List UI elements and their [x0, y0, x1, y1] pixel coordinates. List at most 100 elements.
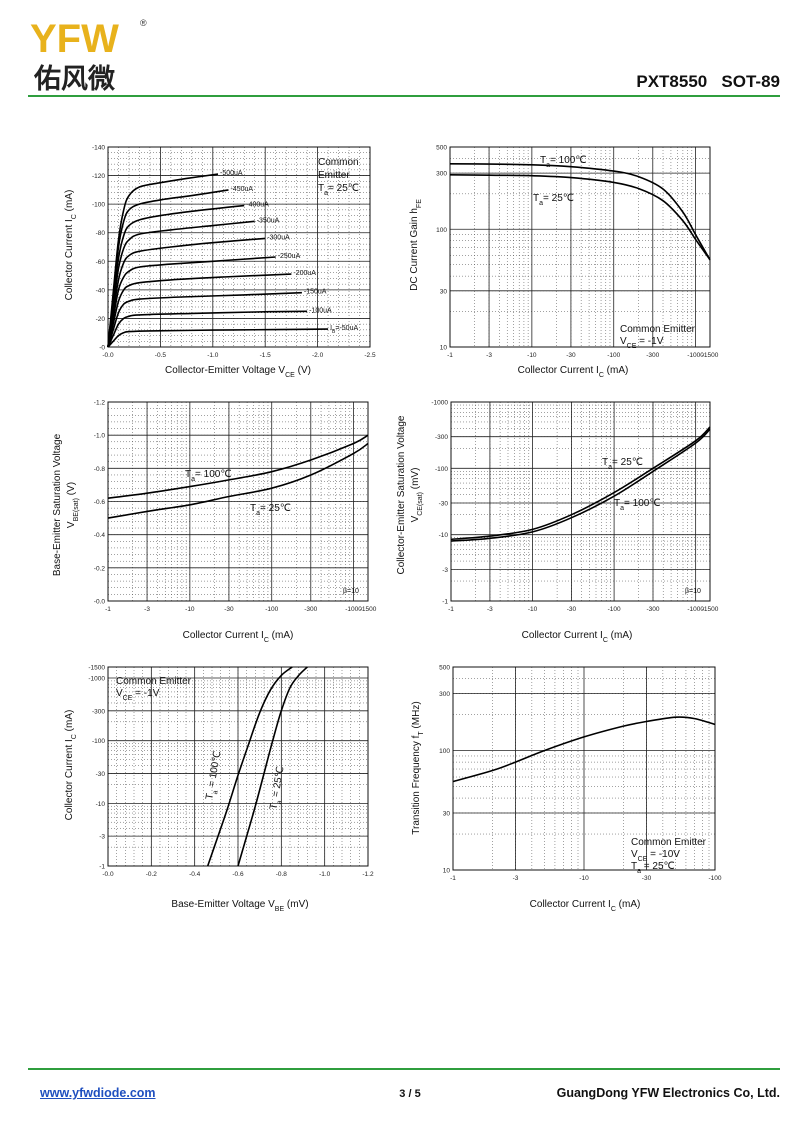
x-tick-label: -100 [708, 875, 721, 882]
x-tick-label: -1 [448, 606, 454, 613]
series-line [107, 204, 245, 348]
x-tick-label: -3 [513, 875, 519, 882]
x-tick-label: -300 [646, 352, 659, 359]
y-tick-label: -3 [99, 834, 105, 841]
note-common-emitter: Common Emitter [116, 676, 192, 687]
x-tick-label: -300 [646, 606, 659, 613]
y-tick-label: -30 [439, 501, 449, 508]
plot-area: -1 -3 -10 -30 -100 -300 -1000-1500 10 30 100 300 50… [436, 145, 719, 360]
note-common-emitter: Common Emitter [620, 324, 696, 335]
x-tick-label: -1000 [687, 352, 704, 359]
series-line [107, 291, 302, 348]
y-tick-label: -100 [92, 202, 105, 209]
x-tick-label: -100 [607, 352, 620, 359]
series-line [107, 273, 292, 348]
y-tick-label: 10 [443, 868, 451, 875]
series-line [107, 310, 308, 348]
series-line [107, 328, 329, 348]
curve-label: -150uA [304, 289, 327, 296]
chart-hfe-vs-ic: -1 -3 -10 -30 -100 -300 -1000-1500 10 30 100 300 50… [409, 145, 719, 379]
footer-website-link[interactable]: www.yfwdiode.com [40, 1086, 156, 1100]
x-tick-label: -10 [579, 875, 589, 882]
y-tick-label: -20 [96, 316, 106, 323]
y-tick-label: 100 [439, 748, 450, 755]
y-tick-label: -0.8 [94, 466, 106, 473]
xlabel-vbe: Base-Emitter Voltage VBE (mV) [171, 899, 308, 913]
x-tick-label: -0.8 [276, 871, 288, 878]
note-vce: VCE = -1V [116, 688, 160, 702]
series-label-100c: Ta= 100℃ [540, 155, 587, 169]
plot-frame [452, 666, 716, 871]
x-tick-label: -0.0 [102, 352, 114, 359]
curve-label: -500uA [220, 170, 243, 177]
yfw-logo: YFW ® 佑风微 [30, 17, 147, 94]
y-tick-label: 300 [436, 171, 447, 178]
x-tick-label: -30 [642, 875, 652, 882]
series-line [206, 666, 293, 867]
x-tick-label: -1 [450, 875, 456, 882]
y-tick-label: -120 [92, 173, 105, 180]
curve-label: -250uA [278, 253, 301, 260]
y-tick-label: -1000 [88, 676, 105, 683]
series-line [107, 434, 369, 499]
y-tick-label: -0.2 [94, 565, 106, 572]
y-tick-label: -0.6 [94, 499, 106, 506]
xlabel-collector-current: Collector Current IC (mA) [183, 630, 294, 644]
ylabel-collector-current: Collector Current IC (mA) [64, 190, 78, 301]
y-tick-label: -60 [96, 259, 106, 266]
ylabel-vbesat: VBE(sat) (V) [66, 482, 80, 528]
y-tick-label: -100 [435, 466, 448, 473]
x-tick-label: -3 [487, 606, 493, 613]
x-tick-label: -2.0 [312, 352, 324, 359]
footer-company-name: GuangDong YFW Electronics Co, Ltd. [556, 1086, 780, 1100]
y-tick-label: -1.0 [94, 433, 106, 440]
series-label-100c: Ta= 100℃ [185, 469, 232, 483]
series-label-100c: Ta= 100℃ [614, 498, 661, 512]
x-tick-label: -1500 [702, 352, 719, 359]
logo-chinese-name: 佑风微 [33, 64, 115, 94]
ylabel-dc-current-gain: DC Current Gain hFE [409, 199, 423, 291]
series-line [107, 220, 255, 348]
y-tick-label: -1000 [431, 400, 448, 407]
curve-label: -350uA [257, 217, 280, 224]
y-tick-label: 30 [443, 810, 451, 817]
x-tick-label: -30 [566, 352, 576, 359]
x-tick-label: -1 [105, 606, 111, 613]
ylabel-be-saturation-voltage: Base-Emitter Saturation Voltage [52, 433, 63, 576]
curve-label: -100uA [309, 307, 332, 314]
y-tick-label: -0.0 [94, 599, 106, 606]
x-tick-label: -0.4 [189, 871, 201, 878]
x-tick-label: -0.2 [146, 871, 158, 878]
curve-label: -450uA [231, 186, 254, 193]
y-tick-label: 500 [436, 145, 447, 152]
x-tick-label: -1500 [360, 606, 377, 613]
series-line [450, 428, 711, 542]
plot-area: -0.0 -0.2 -0.4 -0.6 -0.8 -1.0 -1.2 -1 -3 -10 -30 -1… [88, 665, 374, 879]
series-line [449, 174, 711, 261]
note-ta: Ta= 25℃ [318, 183, 359, 197]
x-tick-label: -1.0 [319, 871, 331, 878]
series-label-25c: Ta = 25℃ [268, 766, 289, 811]
plot-frame [107, 401, 369, 602]
series-line [107, 256, 276, 348]
ylabel-transition-frequency: Transition Frequency fT (MHz) [411, 701, 425, 834]
xlabel-collector-current: Collector Current IC (mA) [518, 365, 629, 379]
note-beta: β=10 [343, 588, 359, 595]
x-tick-label: -30 [567, 606, 577, 613]
x-tick-label: -100 [608, 606, 621, 613]
plot-frame [107, 146, 371, 348]
note-common-emitter: Common Emitter [631, 837, 707, 848]
note-vce: VCE = -1V [620, 336, 664, 350]
header-rule [28, 95, 780, 97]
y-tick-label: -300 [435, 434, 448, 441]
xlabel-collector-current: Collector Current IC (mA) [530, 899, 641, 913]
y-tick-label: 100 [436, 227, 447, 234]
ylabel-ce-saturation-voltage: Collector-Emitter Saturation Voltage [396, 415, 407, 574]
y-tick-label: -1 [99, 864, 105, 871]
series-label-25c: Ta= 25℃ [250, 503, 291, 517]
y-tick-label: 10 [440, 345, 448, 352]
y-tick-label: -1500 [88, 665, 105, 672]
logo-letters: YFW [30, 17, 119, 61]
logo-registered-mark: ® [140, 18, 147, 28]
x-tick-label: -0.0 [102, 871, 114, 878]
